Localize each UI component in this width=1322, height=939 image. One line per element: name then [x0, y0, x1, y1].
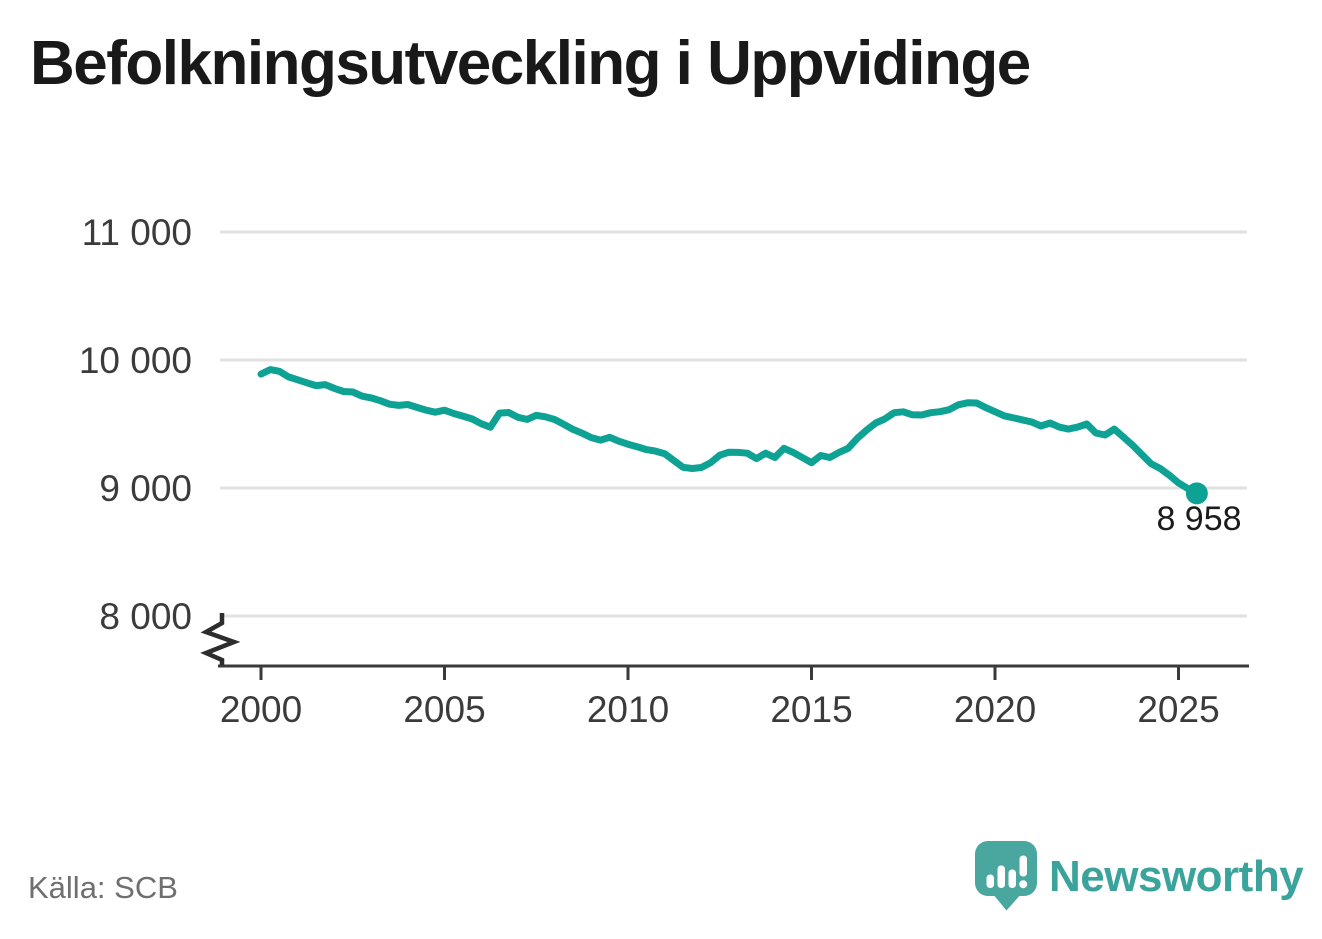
x-tick-label: 2010 — [587, 689, 669, 730]
newsworthy-logo: Newsworthy — [975, 840, 1304, 914]
y-tick-label: 10 000 — [79, 340, 192, 381]
axis-break-icon — [200, 613, 241, 665]
newsworthy-logo-text: Newsworthy — [1049, 852, 1304, 901]
x-tick-label: 2005 — [403, 689, 485, 730]
x-tick-label: 2000 — [220, 689, 302, 730]
newsworthy-logo-icon — [975, 841, 1037, 911]
x-tick-label: 2025 — [1137, 689, 1219, 730]
end-point-marker — [1185, 482, 1208, 505]
x-tick-label: 2015 — [770, 689, 852, 730]
y-tick-label: 11 000 — [82, 212, 192, 253]
source-label: Källa: SCB — [28, 870, 178, 905]
population-line — [257, 366, 1201, 497]
end-value-label: 8 958 — [1156, 500, 1242, 538]
y-tick-label: 8 000 — [99, 596, 192, 637]
y-tick-label: 9 000 — [99, 468, 192, 509]
x-tick-label: 2020 — [954, 689, 1036, 730]
chart-title: Befolkningsutveckling i Uppvidinge — [30, 29, 1031, 98]
